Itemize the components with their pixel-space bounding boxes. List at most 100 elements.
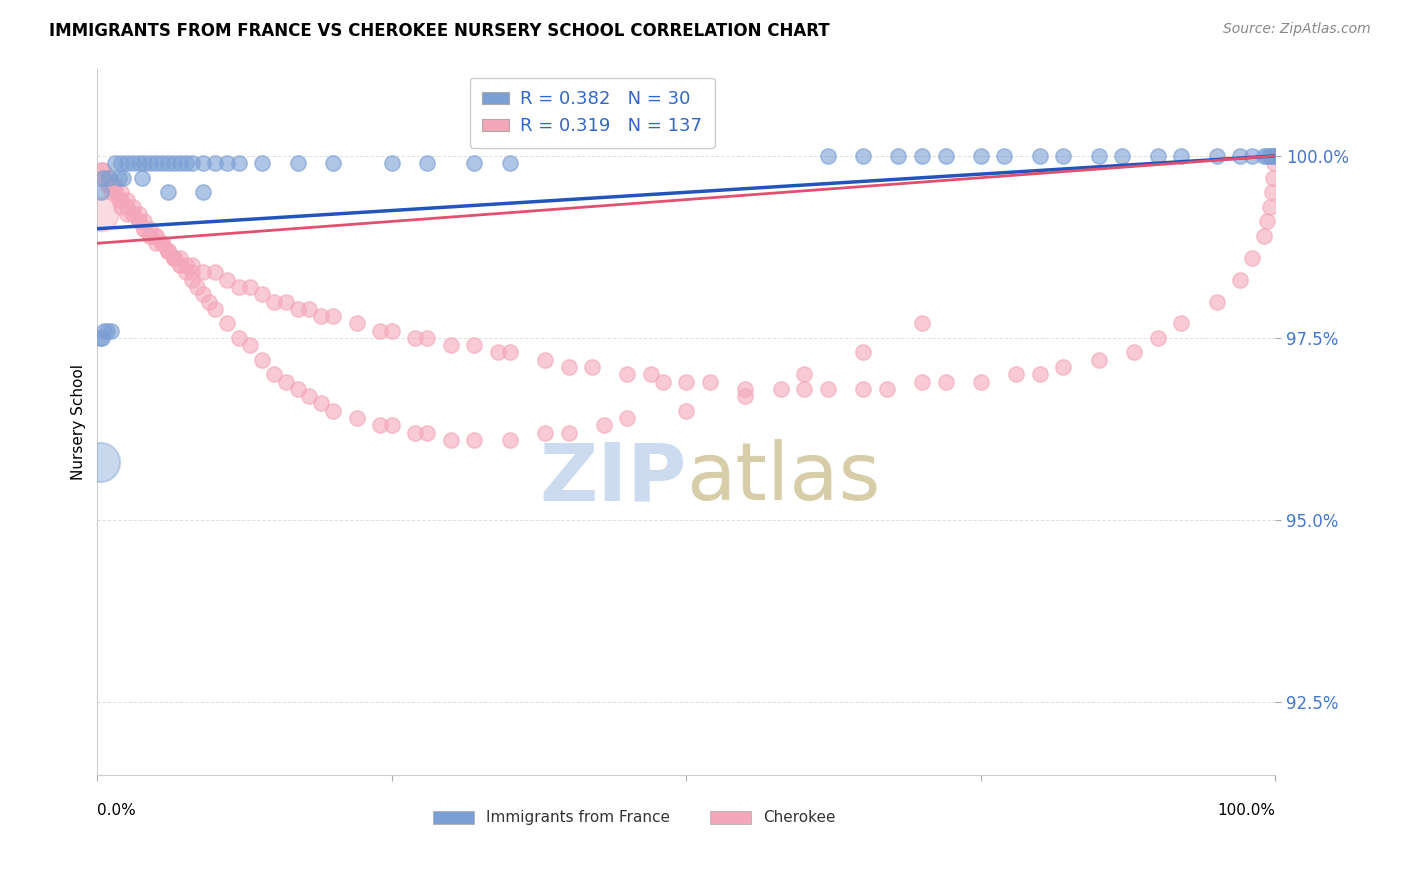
Point	[101, 178, 124, 192]
Point	[110, 156, 132, 170]
Point	[93, 324, 115, 338]
Point	[416, 156, 439, 170]
Point	[1263, 149, 1285, 163]
Point	[616, 368, 638, 382]
Point	[287, 382, 309, 396]
Point	[1253, 229, 1275, 244]
Point	[134, 221, 156, 235]
Point	[115, 207, 138, 221]
Point	[557, 359, 579, 374]
Point	[534, 425, 557, 440]
Point	[817, 382, 839, 396]
Point	[128, 207, 150, 221]
Point	[1253, 149, 1275, 163]
Point	[1146, 149, 1168, 163]
Point	[287, 156, 309, 170]
Point	[115, 156, 138, 170]
Text: Immigrants from France: Immigrants from France	[486, 810, 671, 824]
Point	[734, 382, 756, 396]
Point	[463, 338, 485, 352]
Point	[309, 309, 332, 323]
Point	[131, 170, 153, 185]
Point	[935, 149, 957, 163]
Point	[534, 352, 557, 367]
Point	[498, 345, 520, 359]
Point	[145, 156, 167, 170]
Point	[180, 265, 202, 279]
Point	[1146, 331, 1168, 345]
Point	[98, 170, 121, 185]
Point	[157, 186, 180, 200]
Point	[115, 200, 138, 214]
Point	[1240, 251, 1263, 265]
Point	[852, 345, 875, 359]
Point	[157, 244, 180, 258]
Point	[169, 251, 191, 265]
Point	[150, 236, 173, 251]
Point	[186, 280, 208, 294]
Point	[887, 149, 910, 163]
Point	[1229, 273, 1251, 287]
Point	[322, 156, 344, 170]
Point	[1111, 149, 1133, 163]
Point	[498, 433, 520, 447]
Point	[157, 244, 180, 258]
Point	[1258, 200, 1281, 214]
Point	[793, 382, 815, 396]
Point	[498, 156, 520, 170]
Point	[252, 352, 274, 367]
Point	[128, 214, 150, 228]
Point	[204, 301, 226, 316]
Point	[817, 149, 839, 163]
Point	[1261, 186, 1284, 200]
Point	[174, 156, 197, 170]
Point	[1256, 149, 1278, 163]
Point	[1261, 149, 1284, 163]
Point	[96, 324, 118, 338]
Point	[1261, 170, 1284, 185]
Point	[852, 382, 875, 396]
Point	[139, 156, 162, 170]
Point	[204, 156, 226, 170]
Point	[110, 193, 132, 207]
Point	[145, 236, 167, 251]
Point	[651, 375, 673, 389]
Point	[228, 331, 250, 345]
Point	[121, 200, 143, 214]
Point	[416, 425, 439, 440]
Point	[163, 251, 186, 265]
Text: ZIP: ZIP	[538, 439, 686, 517]
Point	[104, 186, 127, 200]
Point	[134, 156, 156, 170]
Point	[215, 317, 238, 331]
Point	[174, 265, 197, 279]
Point	[581, 359, 603, 374]
Point	[1087, 352, 1109, 367]
Legend: R = 0.382   N = 30, R = 0.319   N = 137: R = 0.382 N = 30, R = 0.319 N = 137	[470, 78, 714, 148]
Point	[180, 273, 202, 287]
Point	[128, 214, 150, 228]
Point	[145, 229, 167, 244]
Point	[1052, 359, 1074, 374]
Point	[193, 265, 215, 279]
Point	[368, 324, 391, 338]
Point	[90, 163, 112, 178]
Text: atlas: atlas	[686, 439, 880, 517]
Point	[440, 433, 463, 447]
Point	[228, 156, 250, 170]
Point	[174, 258, 197, 272]
Point	[381, 324, 404, 338]
Point	[104, 156, 127, 170]
Point	[163, 251, 186, 265]
FancyBboxPatch shape	[710, 812, 751, 824]
Point	[115, 193, 138, 207]
Point	[1029, 368, 1052, 382]
Point	[734, 389, 756, 403]
Point	[110, 200, 132, 214]
Point	[145, 229, 167, 244]
Point	[89, 455, 111, 469]
Point	[107, 170, 129, 185]
Point	[1263, 156, 1285, 170]
Point	[381, 156, 404, 170]
Point	[1258, 149, 1281, 163]
